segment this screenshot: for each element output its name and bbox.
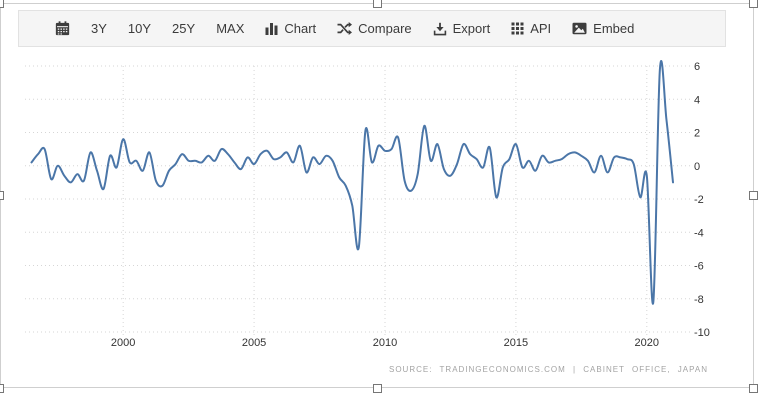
calendar-button[interactable]	[55, 21, 70, 36]
download-icon	[433, 22, 446, 35]
selection-handle-middle-right[interactable]	[749, 191, 758, 200]
x-tick-label: 2005	[242, 337, 266, 349]
y-tick-label: 2	[694, 128, 700, 140]
gdp-growth-series-line	[30, 59, 674, 305]
bar-chart-icon	[265, 23, 278, 35]
chart-card	[18, 47, 726, 385]
compare-button[interactable]: Compare	[337, 21, 412, 36]
selection-handle-top-left[interactable]	[0, 0, 4, 8]
export-button[interactable]: Export	[433, 21, 491, 36]
compare-label: Compare	[358, 21, 412, 36]
selection-handle-top-right[interactable]	[749, 0, 758, 8]
y-tick-label: -4	[694, 227, 704, 239]
embed-button[interactable]: Embed	[572, 21, 634, 36]
image-icon	[572, 22, 587, 35]
x-tick-label: 2015	[504, 337, 528, 349]
range-button-10y[interactable]: 10Y	[128, 21, 151, 36]
range-button-3y[interactable]: 3Y	[91, 21, 107, 36]
embed-label: Embed	[593, 21, 635, 36]
api-label: API	[530, 21, 552, 36]
selection-handle-bottom-left[interactable]	[0, 384, 4, 393]
x-tick-label: 2020	[635, 337, 659, 349]
range-button-25y[interactable]: 25Y	[172, 21, 195, 36]
calendar-icon	[55, 21, 70, 36]
selection-handle-bottom-center[interactable]	[373, 384, 382, 393]
y-tick-label: -10	[694, 327, 710, 339]
export-label: Export	[452, 21, 491, 36]
range-button-label: 3Y	[91, 21, 107, 36]
shuffle-icon	[337, 22, 353, 35]
selection-handle-top-center[interactable]	[373, 0, 382, 8]
y-tick-label: 6	[694, 61, 700, 73]
chart-type-button[interactable]: Chart	[265, 21, 316, 36]
range-button-max[interactable]: MAX	[216, 21, 244, 36]
x-tick-label: 2010	[373, 337, 397, 349]
chart-type-label: Chart	[284, 21, 317, 36]
x-tick-label: 2000	[111, 337, 135, 349]
y-tick-label: 4	[694, 94, 700, 106]
y-tick-label: -8	[694, 294, 704, 306]
y-tick-label: 0	[694, 161, 700, 173]
y-tick-label: -2	[694, 194, 704, 206]
selection-handle-bottom-right[interactable]	[749, 384, 758, 393]
api-button[interactable]: API	[511, 21, 551, 36]
selection-handle-middle-left[interactable]	[0, 191, 4, 200]
chart-source-attribution: SOURCE: TRADINGECONOMICS.COM | CABINET O…	[389, 365, 708, 374]
y-tick-label: -6	[694, 261, 704, 273]
range-button-label: 25Y	[172, 21, 196, 36]
chart-toolbar: 3Y 10Y 25Y MAX Chart Compare	[18, 10, 726, 47]
range-button-label: MAX	[216, 21, 245, 36]
grid-icon	[511, 22, 524, 35]
range-button-label: 10Y	[127, 21, 152, 36]
